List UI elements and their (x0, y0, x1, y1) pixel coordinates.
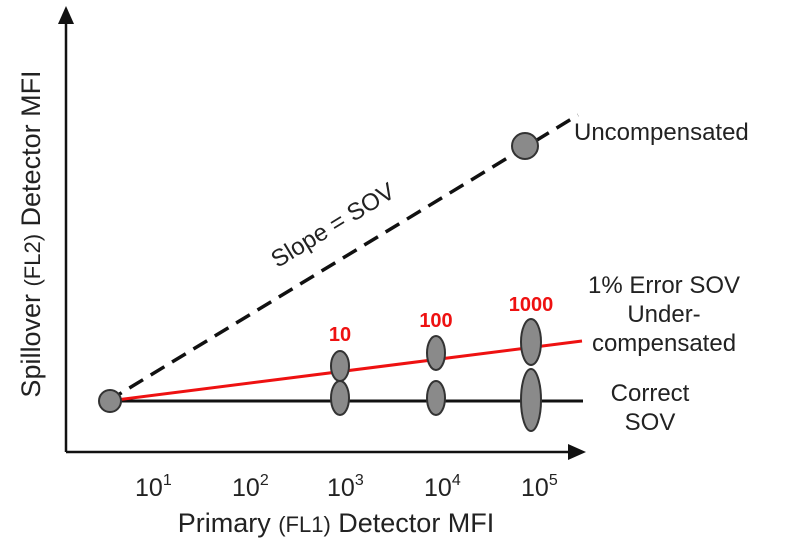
count-label-10: 10 (329, 324, 351, 346)
y-axis-title: Spillover (FL2) Detector MFI (16, 70, 46, 397)
count-label-1000: 1000 (509, 294, 554, 316)
correct-label-line2: SOV (625, 409, 676, 436)
under-label-line3: compensated (592, 330, 736, 357)
x-tick-label: 103 (327, 472, 364, 502)
uncompensated-population (511, 132, 539, 160)
correct-population-100 (426, 380, 446, 416)
x-tick-label: 104 (424, 472, 461, 502)
x-tick-label: 102 (232, 472, 269, 502)
x-axis-arrow-icon (568, 444, 586, 460)
origin-population (98, 389, 122, 413)
x-tick-label: 105 (521, 472, 558, 502)
correct-population-10 (330, 380, 350, 416)
uncompensated-line (107, 113, 579, 403)
count-label-100: 100 (419, 310, 452, 332)
uncompensated-label: Uncompensated (574, 119, 749, 146)
under-label-line2: Under- (627, 301, 700, 328)
y-axis-arrow-icon (58, 6, 74, 24)
under-population-10 (330, 350, 350, 382)
x-axis-title: Primary (FL1) Detector MFI (178, 508, 495, 538)
correct-population-1000 (520, 368, 542, 432)
under-population-1000 (520, 318, 542, 366)
correct-label-line1: Correct (611, 380, 690, 407)
x-tick-label: 101 (135, 472, 172, 502)
slope-label: Slope = SOV (267, 178, 400, 274)
under-label-line1: 1% Error SOV (588, 272, 740, 299)
under-population-100 (426, 335, 446, 371)
